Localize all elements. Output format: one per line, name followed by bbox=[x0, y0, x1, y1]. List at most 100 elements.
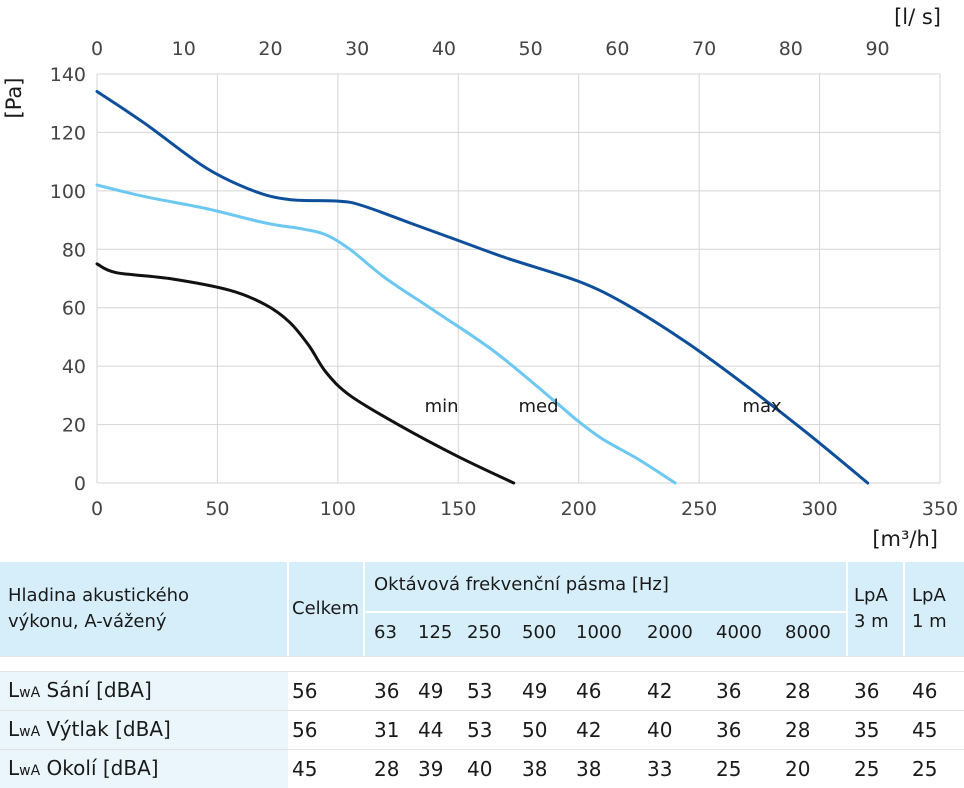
x-top-tick-label: 50 bbox=[519, 38, 543, 60]
table-cell: 49 bbox=[418, 679, 444, 703]
series-label-min: min bbox=[425, 396, 459, 417]
chart-curves bbox=[95, 90, 870, 485]
row-label-subscript: wA bbox=[19, 763, 41, 779]
series-label-med: med bbox=[519, 396, 559, 417]
y-tick-label: 80 bbox=[62, 239, 86, 261]
table-row: LwA Sání [dBA] 56 36 49 53 49 46 42 36 28 36 46 bbox=[0, 671, 964, 710]
x-top-tick-label: 40 bbox=[432, 38, 456, 60]
table-cell: 33 bbox=[647, 757, 673, 781]
row-label-text: Sání [dBA] bbox=[40, 678, 152, 702]
total-header: Celkem bbox=[292, 598, 360, 619]
row-label-cell: LwA Výtlak [dBA] bbox=[0, 711, 288, 749]
table-cell: 25 bbox=[854, 757, 880, 781]
table-cell: 40 bbox=[647, 718, 673, 742]
x-top-tick-label: 70 bbox=[692, 38, 716, 60]
series-line-min bbox=[95, 262, 516, 485]
row-label-prefix: L bbox=[8, 756, 20, 780]
table-cell: 31 bbox=[374, 718, 400, 742]
table-cell: 25 bbox=[912, 757, 938, 781]
x-top-tick-label: 10 bbox=[172, 38, 196, 60]
band-63: 63 bbox=[374, 622, 397, 643]
table-cell: 40 bbox=[467, 757, 493, 781]
row-label-prefix: L bbox=[8, 678, 20, 702]
table-cell: 36 bbox=[374, 679, 400, 703]
table-cell: 46 bbox=[912, 679, 938, 703]
band-2000: 2000 bbox=[647, 622, 693, 643]
table-cell: 36 bbox=[716, 718, 742, 742]
table-cell: 46 bbox=[576, 679, 602, 703]
row-label-prefix: L bbox=[8, 717, 20, 741]
divider bbox=[846, 562, 848, 656]
band-500: 500 bbox=[522, 622, 557, 643]
y-tick-label: 0 bbox=[74, 473, 86, 495]
lpa3-line2: 3 m bbox=[854, 611, 889, 632]
y-axis-unit: [Pa] bbox=[2, 78, 26, 119]
table-cell: 45 bbox=[912, 718, 938, 742]
x-top-tick-label: 20 bbox=[258, 38, 282, 60]
row-label-cell: LwA Okolí [dBA] bbox=[0, 750, 288, 788]
divider bbox=[363, 611, 846, 613]
x-tick-label: 350 bbox=[922, 498, 958, 520]
table-cell: 44 bbox=[418, 718, 444, 742]
series-line-max bbox=[95, 90, 870, 485]
table-cell: 28 bbox=[785, 718, 811, 742]
x-top-tick-label: 80 bbox=[779, 38, 803, 60]
lpa1-line2: 1 m bbox=[912, 611, 947, 632]
band-125: 125 bbox=[418, 622, 453, 643]
x-top-tick-label: 60 bbox=[605, 38, 629, 60]
band-header: Oktávová frekvenční pásma [Hz] bbox=[374, 574, 669, 595]
row-label-text: Výtlak [dBA] bbox=[40, 717, 171, 741]
table-cell: 56 bbox=[292, 679, 318, 703]
x-tick-label: 50 bbox=[205, 498, 229, 520]
table-cell: 49 bbox=[522, 679, 548, 703]
table-spacer bbox=[0, 656, 964, 671]
table-cell: 53 bbox=[467, 679, 493, 703]
x-tick-label: 150 bbox=[440, 498, 476, 520]
table-cell: 50 bbox=[522, 718, 548, 742]
x-top-axis-unit: [l/ s] bbox=[894, 5, 941, 29]
row-label-text: Okolí [dBA] bbox=[40, 756, 159, 780]
x-tick-label: 200 bbox=[561, 498, 597, 520]
band-8000: 8000 bbox=[785, 622, 831, 643]
row-label-cell: LwA Sání [dBA] bbox=[0, 672, 288, 710]
table-cell: 53 bbox=[467, 718, 493, 742]
x-top-tick-label: 0 bbox=[91, 38, 103, 60]
table-cell: 25 bbox=[716, 757, 742, 781]
x-top-tick-label: 90 bbox=[865, 38, 889, 60]
table-cell: 38 bbox=[576, 757, 602, 781]
table-cell: 28 bbox=[785, 679, 811, 703]
row-label: LwA Sání [dBA] bbox=[8, 678, 152, 702]
x-axis-unit: [m³/h] bbox=[872, 527, 938, 551]
x-tick-label: 100 bbox=[320, 498, 356, 520]
row-header-line1: Hladina akustického bbox=[8, 585, 190, 606]
y-tick-label: 140 bbox=[50, 64, 86, 86]
x-tick-label: 300 bbox=[801, 498, 837, 520]
table-body: LwA Sání [dBA] 56 36 49 53 49 46 42 36 28 36 46 LwA … bbox=[0, 671, 964, 788]
y-tick-label: 60 bbox=[62, 298, 86, 320]
table-cell: 45 bbox=[292, 757, 318, 781]
table-row: LwA Okolí [dBA] 45 28 39 40 38 38 33 25 20 25 25 bbox=[0, 749, 964, 788]
band-250: 250 bbox=[467, 622, 502, 643]
table-header: Hladina akustického výkonu, A-vážený Cel… bbox=[0, 562, 964, 656]
y-tick-label: 100 bbox=[50, 181, 86, 203]
table-cell: 39 bbox=[418, 757, 444, 781]
acoustic-table: Hladina akustického výkonu, A-vážený Cel… bbox=[0, 562, 964, 788]
row-header-line2: výkonu, A-vážený bbox=[8, 611, 167, 632]
table-cell: 36 bbox=[854, 679, 880, 703]
table-cell: 28 bbox=[374, 757, 400, 781]
band-4000: 4000 bbox=[716, 622, 762, 643]
row-label: LwA Okolí [dBA] bbox=[8, 756, 159, 780]
table-cell: 35 bbox=[854, 718, 880, 742]
table-cell: 56 bbox=[292, 718, 318, 742]
table-row: LwA Výtlak [dBA] 56 31 44 53 50 42 40 36 28 35 45 bbox=[0, 710, 964, 749]
y-tick-label: 120 bbox=[50, 122, 86, 144]
series-line-med bbox=[95, 183, 677, 485]
lpa3-line1: LpA bbox=[854, 585, 888, 606]
table-cell: 20 bbox=[785, 757, 811, 781]
x-top-tick-label: 30 bbox=[345, 38, 369, 60]
x-tick-label: 250 bbox=[681, 498, 717, 520]
row-label: LwA Výtlak [dBA] bbox=[8, 717, 171, 741]
chart-grid bbox=[96, 73, 941, 484]
